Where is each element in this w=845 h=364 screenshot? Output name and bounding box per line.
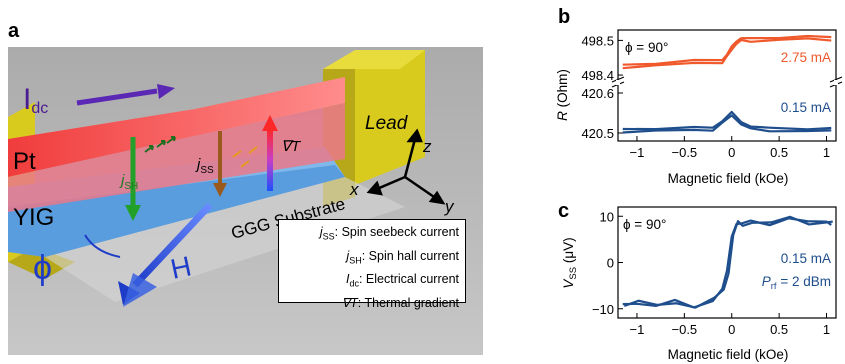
yig-front: [8, 165, 345, 257]
pt-label: Pt: [13, 148, 36, 175]
thermal-gradient-arrow: [267, 129, 273, 191]
panel-c-ytick-label: 0: [607, 256, 614, 271]
idc-arrow: [76, 88, 158, 106]
panel-a-legend: jSS: Spin seebeck current jSH: Spin hall…: [278, 219, 466, 310]
panel-c-label-prf: Prf = 2 dBm: [762, 274, 831, 292]
panel-a-letter: a: [8, 20, 20, 42]
panel-c-xlabel: Magnetic field (kOe): [668, 347, 789, 362]
substrate-edge: [45, 177, 405, 302]
panel-b-ylabel: R (Ohm): [555, 69, 570, 121]
spin-current-arrowhead: [213, 183, 227, 197]
left-lead-side: [8, 247, 75, 279]
panel-b-label-high: 2.75 mA: [781, 50, 831, 65]
panel-c-series-vss: [623, 215, 833, 309]
jss-label: jSS: [195, 156, 214, 176]
axis-break-gap-right: [834, 80, 838, 85]
panel-b-ytick-label: 420.5: [581, 126, 614, 141]
panel-b-xtick-label: 0: [728, 145, 735, 160]
coordinate-axes: [366, 128, 446, 205]
axis-y-label: y: [444, 197, 455, 216]
legend-row-jsh: jSH: Spin hall current: [346, 248, 459, 266]
axis-x-label: x: [349, 180, 359, 199]
panel-c-phi-annotation: ϕ = 90°: [623, 217, 666, 232]
panel-b-xtick-label: −0.5: [672, 145, 698, 160]
panel-b-series-0p15ma: [622, 110, 832, 131]
panel-b-label-low: 0.15 mA: [781, 100, 831, 115]
axis-z-label: z: [422, 137, 432, 156]
pt-front-face: [8, 103, 345, 212]
panel-b-phi-annotation: ϕ = 90°: [625, 40, 668, 55]
yig-label: YIG: [13, 204, 54, 231]
legend-row-idc: Idc: Electrical current: [345, 272, 459, 289]
panel-c-xtick-label: 1: [823, 322, 830, 337]
idc-label: Idc: [23, 83, 48, 117]
panel-b-xtick-label: 0.5: [770, 145, 788, 160]
panel-c-xtick-label: 0: [728, 322, 735, 337]
panel-c-ytick-label: 10: [600, 209, 614, 224]
panel-c-xtick-label: −0.5: [672, 322, 698, 337]
panel-b-ytick-label: 498.5: [581, 33, 614, 48]
panel-b-frame: [617, 29, 837, 142]
h-field-arrow: [132, 202, 213, 288]
h-field-cone: [123, 273, 157, 307]
right-lead-top: [323, 50, 425, 69]
panel-c-chart: −1 −0.5 0 0.5 1 10 0 −10 ϕ = 90° 0.15 mA Prf = …: [561, 206, 837, 362]
panel-c-ylabel: VSS (μV): [561, 237, 579, 288]
legend-row-gradt: ∇T: Thermal gradient: [341, 295, 459, 310]
phi-arc: [84, 234, 121, 258]
panel-b-xtick-label: −1: [630, 145, 645, 160]
panel-c-xtick-label: −1: [630, 322, 645, 337]
panel-b-series-0p15ma: [622, 114, 832, 134]
panel-b-xlabel: Magnetic field (kOe): [668, 171, 789, 186]
right-lead-block: [355, 50, 425, 185]
axis-break-marks: [611, 76, 843, 88]
panel-a-schematic: Idc Pt YIG jSH jSS ∇T Lead GGG Substrate: [8, 47, 483, 355]
panel-b-series-2p75ma: [622, 37, 832, 70]
thermal-gradient-arrowhead: [262, 115, 278, 131]
panel-b-ytick-label: 498.4: [581, 68, 614, 83]
lead-label: Lead: [365, 113, 409, 134]
idc-arrowhead: [157, 84, 175, 99]
gradt-label: ∇T: [281, 138, 302, 155]
panel-c-letter: c: [558, 200, 570, 222]
panel-c-ytick-label: −10: [592, 302, 614, 317]
panel-b-xtick-label: 1: [823, 145, 830, 160]
panel-b-series-2p75ma: [622, 34, 832, 66]
phi-label: ϕ: [33, 249, 52, 287]
axis-break-gap-left: [616, 80, 620, 85]
panel-c-xtick-label: 0.5: [770, 322, 788, 337]
orange-spin-symbols: [232, 146, 258, 168]
panel-b-ytick-label: 420.6: [581, 86, 614, 101]
legend-row-jss: jSS: Spin seebeck current: [319, 225, 459, 242]
pt-top-face: [8, 77, 345, 177]
jsh-arrowhead: [125, 205, 141, 221]
green-spin-symbols: [144, 136, 176, 153]
panel-b-letter: b: [558, 6, 571, 28]
panel-c-label-current: 0.15 mA: [781, 251, 831, 266]
jsh-label: jSH: [119, 172, 138, 192]
